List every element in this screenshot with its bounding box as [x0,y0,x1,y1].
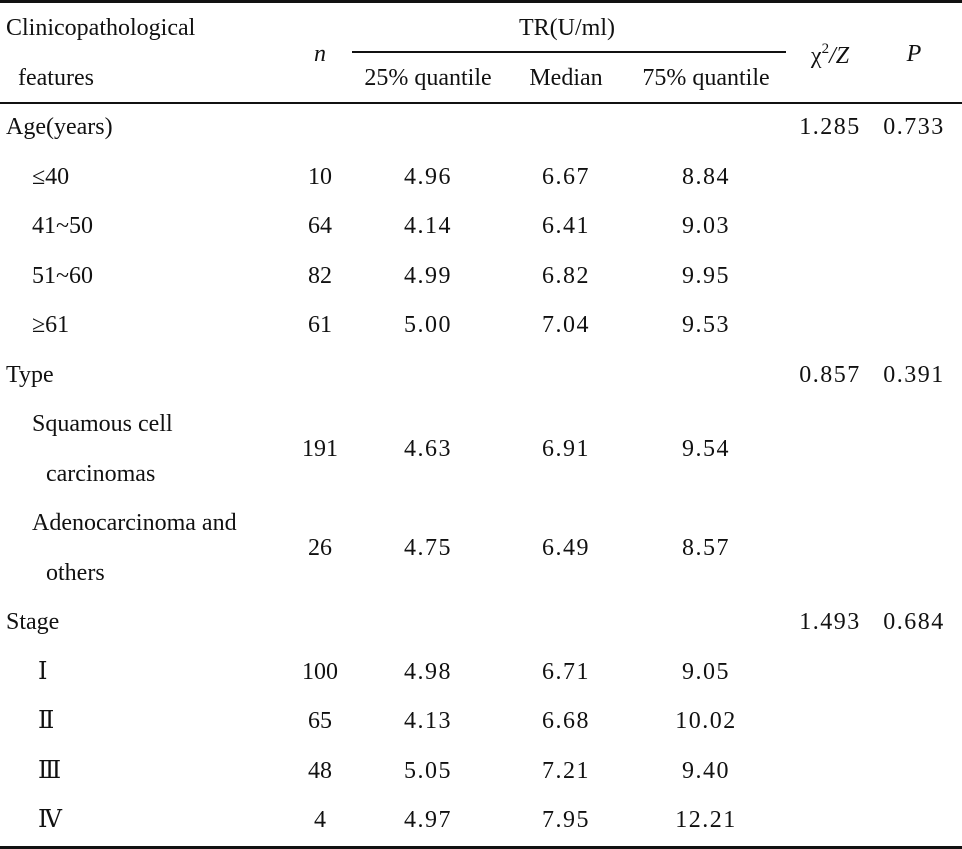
group-p-value: 0.391 [883,361,945,388]
row-q75: 9.95 [682,262,730,289]
row-q25: 4.98 [404,658,452,685]
header-p: P [906,41,922,67]
top-rule [0,0,962,3]
row-q25: 5.00 [404,312,452,338]
row-median: 6.91 [542,435,590,462]
header-chi-tail: /Z [829,43,850,69]
row-q75: 9.05 [682,658,730,685]
row-label: 51~60 [32,262,93,289]
row-q25: 4.63 [404,435,452,462]
group-label: Stage [6,609,60,635]
header-chi-base: χ [810,43,822,69]
row-n: 61 [308,312,332,338]
row-label: ≥61 [32,312,70,338]
row-label-line1: Squamous cell [32,411,173,437]
row-q25: 5.05 [404,757,452,784]
row-n: 26 [308,534,332,561]
row-median: 6.71 [542,658,590,685]
row-n: 82 [308,262,332,289]
row-q25: 4.14 [404,213,452,239]
header-median: Median [529,65,603,91]
row-label-line2: others [46,559,105,586]
row-q25: 4.99 [404,262,452,289]
row-q75: 10.02 [675,708,737,734]
row-q75: 8.57 [682,534,730,561]
header-q75: 75% quantile [642,65,770,91]
row-median: 6.68 [542,708,590,734]
header-chi: χ2/Z [810,41,850,69]
row-q25: 4.75 [404,534,452,561]
row-n: 191 [302,435,338,462]
row-median: 6.82 [542,262,590,289]
row-median: 7.21 [542,757,590,784]
row-label: Ⅰ [38,658,48,685]
row-n: 100 [302,658,338,685]
row-q75: 9.40 [682,757,730,784]
row-q75: 9.03 [682,213,730,239]
row-q75: 8.84 [682,163,730,190]
row-n: 4 [314,807,326,833]
row-median: 7.95 [542,807,590,833]
header-n: n [314,41,326,67]
group-chi-value: 0.857 [799,361,861,388]
row-median: 6.49 [542,534,590,561]
row-q25: 4.97 [404,807,452,833]
row-q25: 4.13 [404,708,452,734]
group-p-value: 0.684 [883,609,945,635]
row-label: Ⅱ [38,708,55,734]
tr-underline [352,51,786,53]
group-p-value: 0.733 [883,114,945,140]
row-n: 48 [308,757,332,784]
row-q75: 12.21 [675,807,737,833]
header-features-line2: features [18,65,94,91]
row-median: 6.41 [542,213,590,239]
row-q75: 9.54 [682,435,730,462]
row-n: 10 [308,163,332,190]
group-chi-value: 1.285 [799,114,861,140]
bottom-rule [0,846,962,849]
group-label: Type [6,361,54,388]
header-tr: TR(U/ml) [519,15,615,41]
row-label: ≤40 [32,163,70,190]
row-q25: 4.96 [404,163,452,190]
row-q75: 9.53 [682,312,730,338]
group-chi-value: 1.493 [799,609,861,635]
header-rule [0,102,962,104]
row-median: 7.04 [542,312,590,338]
header-features-line1: Clinicopathological [6,15,196,41]
group-label: Age(years) [6,114,113,140]
row-label: Ⅲ [38,757,62,784]
row-n: 64 [308,213,332,239]
header-q25: 25% quantile [364,65,492,91]
row-label-line2: carcinomas [46,460,156,487]
row-label: 41~50 [32,213,93,239]
row-median: 6.67 [542,163,590,190]
row-n: 65 [308,708,332,734]
header-chi-sup: 2 [821,41,830,57]
row-label-line1: Adenocarcinoma and [32,510,237,536]
row-label: Ⅳ [38,807,62,833]
